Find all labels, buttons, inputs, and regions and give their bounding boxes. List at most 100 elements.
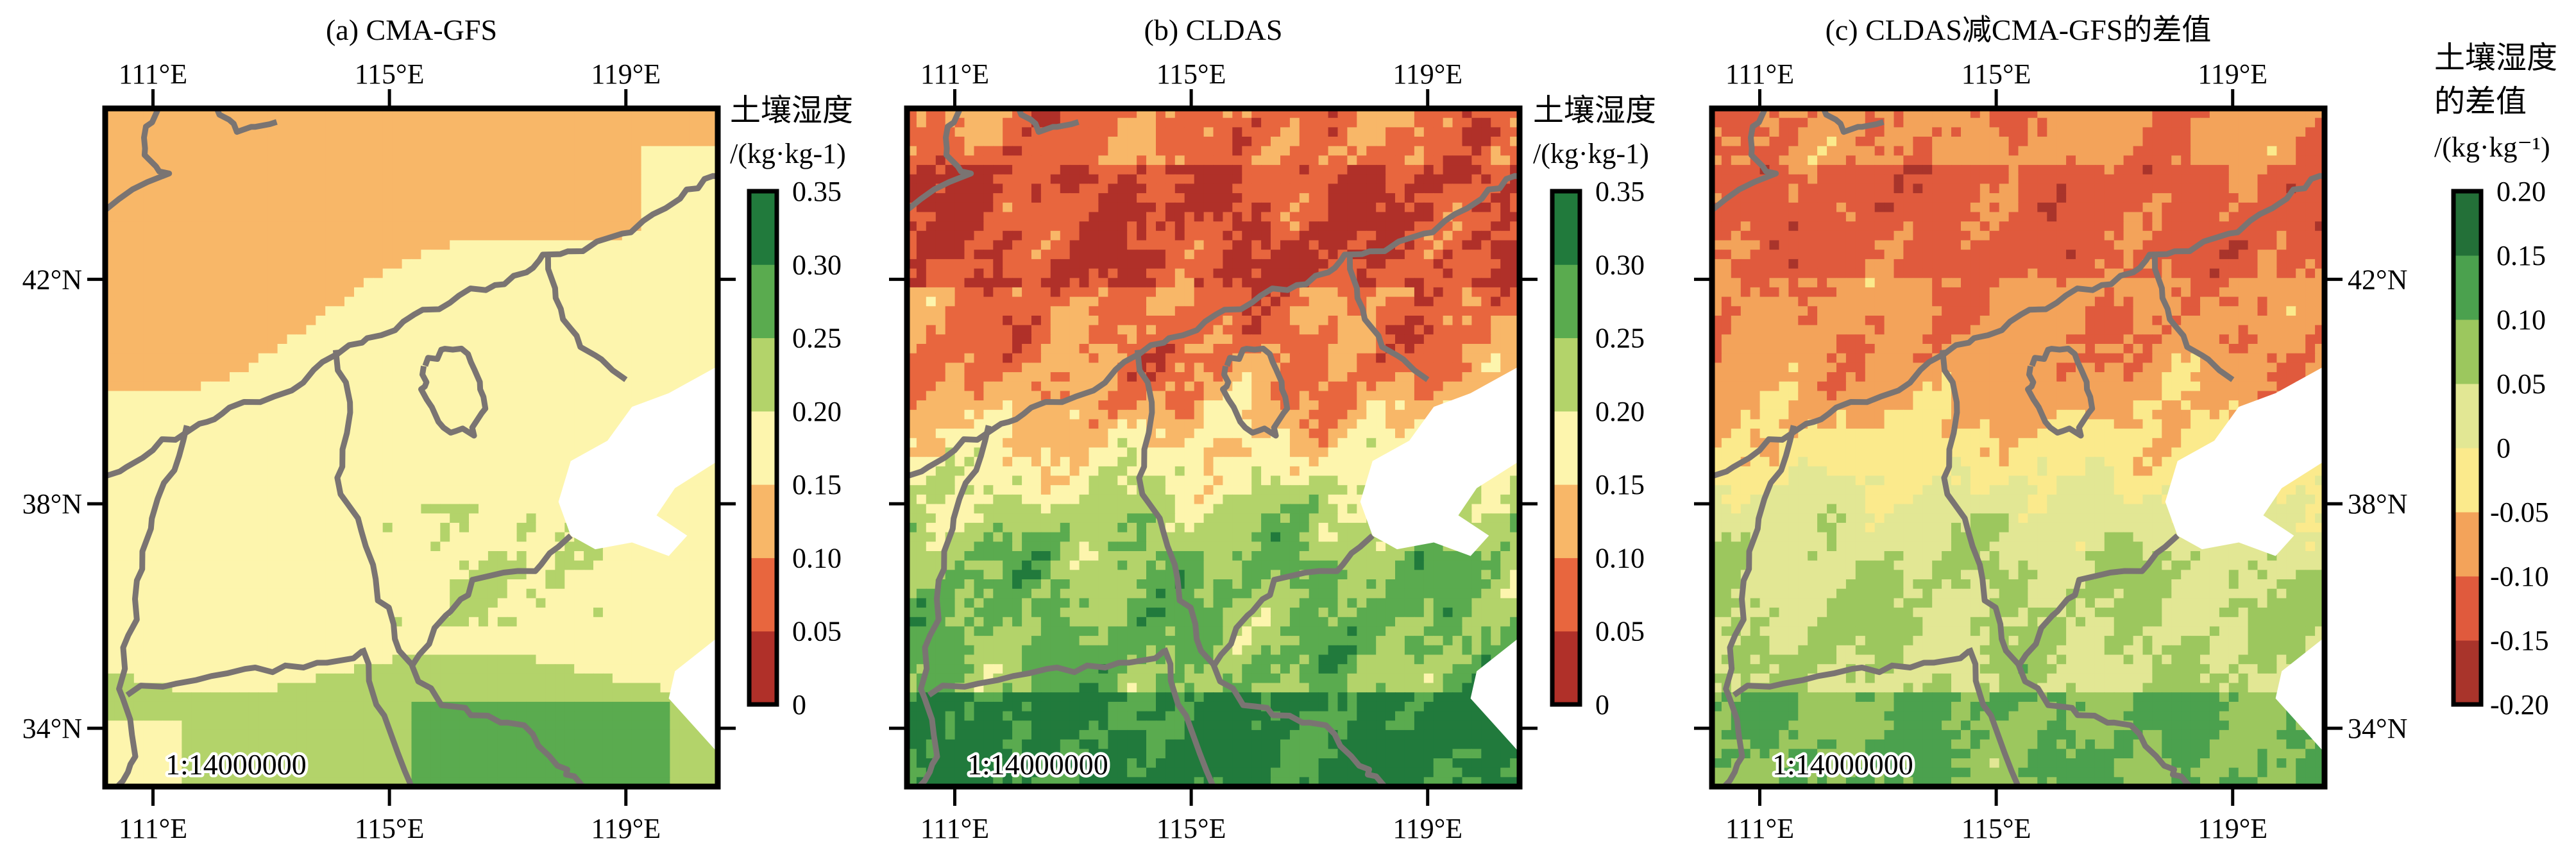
field-cell (220, 193, 230, 203)
field-cell (689, 551, 699, 561)
field-cell (1165, 127, 1176, 137)
field-cell (584, 626, 594, 636)
field-cell (411, 325, 421, 335)
field-cell (526, 447, 537, 457)
field-cell (335, 758, 345, 769)
field-cell (114, 541, 125, 552)
field-cell (574, 381, 584, 391)
field-cell (450, 673, 460, 684)
field-cell (555, 608, 565, 618)
field-cell (602, 137, 613, 147)
field-cell (239, 683, 250, 693)
field-cell (479, 316, 489, 326)
field-cell (421, 711, 431, 721)
field-cell (287, 701, 297, 712)
field-cell (306, 268, 316, 278)
field-cell (507, 729, 518, 740)
field-cell (143, 429, 154, 439)
field-cell (133, 296, 144, 307)
field-cell (191, 532, 201, 542)
field-cell (450, 230, 460, 241)
field-cell (450, 316, 460, 326)
field-cell (450, 541, 460, 552)
field-cell (133, 287, 144, 298)
field-cell (421, 532, 431, 542)
field-cell (335, 117, 345, 128)
field-cell (479, 259, 489, 269)
field-cell (153, 212, 164, 222)
field-cell (344, 466, 355, 477)
field-cell (574, 570, 584, 580)
field-cell (612, 673, 623, 684)
field-cell (584, 230, 594, 241)
field-cell (507, 701, 518, 712)
field-cell (172, 701, 182, 712)
field-cell (133, 626, 144, 636)
field-cell (536, 513, 546, 524)
field-cell (411, 278, 421, 288)
field-cell (1481, 117, 1491, 128)
field-cell (1012, 146, 1022, 156)
field-cell (172, 720, 182, 731)
field-cell (363, 137, 374, 147)
field-cell (459, 494, 470, 505)
field-cell (670, 306, 680, 316)
field-cell (133, 174, 144, 185)
field-cell (210, 193, 221, 203)
field-cell (239, 588, 250, 599)
field-cell (421, 268, 431, 278)
field-cell (487, 617, 498, 627)
field-cell (612, 137, 623, 147)
field-cell (153, 419, 164, 429)
field-cell (479, 250, 489, 260)
field-cell (373, 720, 384, 731)
field-cell (248, 137, 259, 147)
field-cell (1462, 137, 1472, 147)
field-cell (1174, 117, 1185, 128)
field-cell (641, 551, 652, 561)
field-cell (133, 230, 144, 241)
field-cell (172, 278, 182, 288)
field-cell (248, 673, 259, 684)
field-cell (555, 391, 565, 401)
field-cell (382, 429, 393, 439)
field-cell (479, 588, 489, 599)
field-cell (593, 202, 604, 213)
field-cell (182, 664, 192, 674)
field-cell (497, 306, 508, 316)
field-cell (555, 381, 565, 391)
field-cell (1156, 137, 1166, 147)
field-cell (622, 711, 632, 721)
field-cell (497, 117, 508, 128)
field-cell (306, 513, 316, 524)
field-cell (593, 664, 604, 674)
field-cell (459, 739, 470, 749)
field-cell (574, 353, 584, 363)
field-cell (124, 334, 135, 345)
field-cell (670, 636, 680, 646)
field-cell (487, 183, 498, 194)
field-cell (440, 381, 450, 391)
field-cell (411, 250, 421, 260)
field-cell (430, 711, 441, 721)
field-cell (487, 588, 498, 599)
field-cell (993, 137, 1003, 147)
field-cell (335, 522, 345, 533)
field-cell (670, 626, 680, 636)
field-cell (201, 240, 211, 250)
field-cell (536, 146, 546, 156)
field-cell (172, 155, 182, 166)
field-cell (344, 588, 355, 599)
field-cell (507, 165, 518, 175)
field-cell (114, 758, 125, 769)
field-cell (459, 720, 470, 731)
field-cell (670, 296, 680, 307)
field-cell (248, 344, 259, 354)
field-cell (325, 447, 335, 457)
field-cell (114, 560, 125, 570)
field-cell (153, 409, 164, 420)
field-cell (335, 683, 345, 693)
field-cell (584, 438, 594, 448)
field-cell (248, 325, 259, 335)
field-cell (363, 212, 374, 222)
